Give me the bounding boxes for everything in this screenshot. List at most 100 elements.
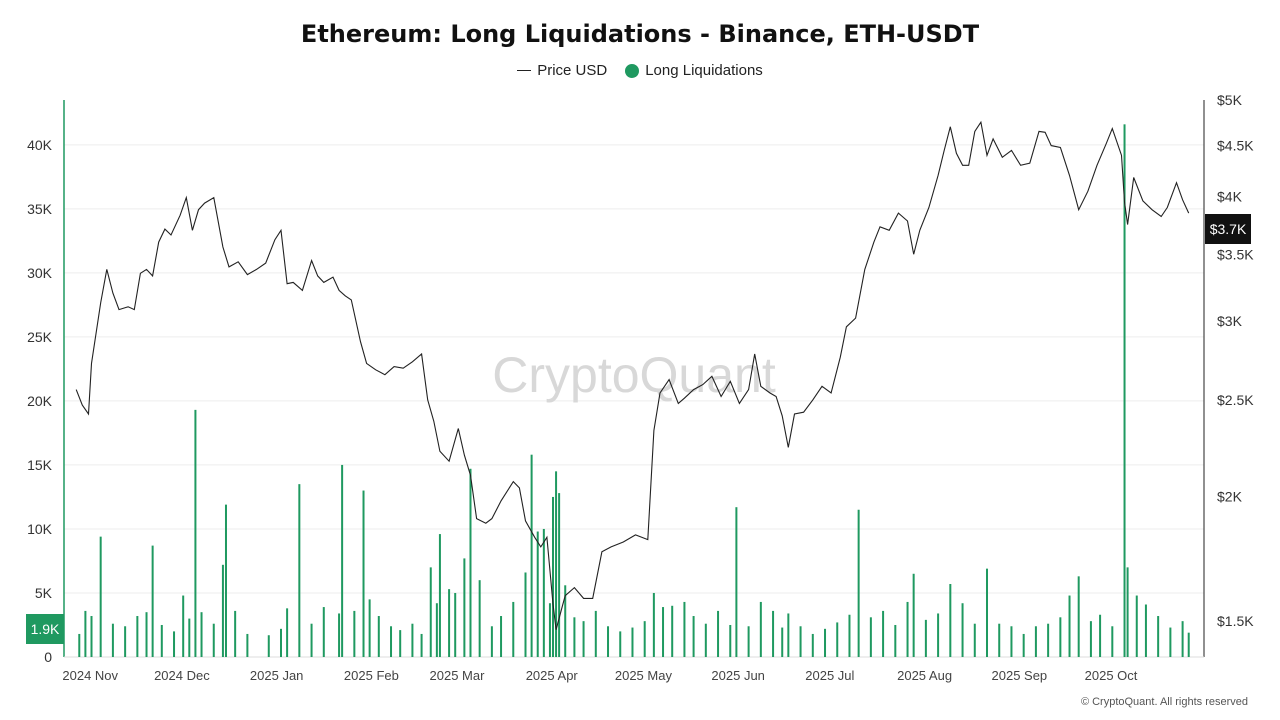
liquidation-bar[interactable] bbox=[924, 619, 927, 657]
liquidation-bar[interactable] bbox=[692, 616, 695, 657]
liquidation-bar[interactable] bbox=[145, 612, 148, 657]
liquidation-bar[interactable] bbox=[221, 564, 224, 657]
liquidation-bar[interactable] bbox=[1077, 576, 1080, 657]
liquidation-bar[interactable] bbox=[188, 618, 191, 657]
liquidation-bar[interactable] bbox=[937, 613, 940, 657]
liquidation-bar[interactable] bbox=[787, 613, 790, 657]
liquidation-bar[interactable] bbox=[781, 627, 784, 657]
liquidation-bar[interactable] bbox=[811, 633, 814, 657]
liquidation-bar[interactable] bbox=[607, 626, 610, 657]
liquidation-bar[interactable] bbox=[182, 595, 185, 657]
liquidation-bar[interactable] bbox=[1157, 616, 1160, 657]
liquidation-bar[interactable] bbox=[99, 536, 102, 657]
liquidation-bar[interactable] bbox=[362, 490, 365, 657]
liquidation-bar[interactable] bbox=[136, 616, 139, 657]
liquidation-bar[interactable] bbox=[836, 622, 839, 657]
liquidation-bar[interactable] bbox=[772, 610, 775, 657]
liquidation-bar[interactable] bbox=[882, 610, 885, 657]
liquidation-bar[interactable] bbox=[212, 623, 215, 657]
liquidation-bar[interactable] bbox=[84, 610, 87, 657]
liquidation-bar[interactable] bbox=[671, 605, 674, 657]
liquidation-bar[interactable] bbox=[998, 623, 1001, 657]
liquidation-bar[interactable] bbox=[643, 621, 646, 657]
legend-item-long-liquidations[interactable]: Long Liquidations bbox=[625, 62, 763, 79]
liquidation-bar[interactable] bbox=[552, 496, 555, 657]
liquidation-bar[interactable] bbox=[399, 630, 402, 657]
liquidation-bar[interactable] bbox=[912, 573, 915, 657]
liquidation-bar[interactable] bbox=[1169, 627, 1172, 657]
liquidation-bar[interactable] bbox=[90, 616, 93, 657]
liquidation-bar[interactable] bbox=[735, 507, 738, 657]
liquidation-bar[interactable] bbox=[1181, 621, 1184, 657]
liquidation-bar[interactable] bbox=[160, 624, 163, 657]
liquidation-bar[interactable] bbox=[151, 545, 154, 657]
liquidation-bar[interactable] bbox=[111, 623, 114, 657]
liquidation-bar[interactable] bbox=[200, 612, 203, 657]
liquidation-bar[interactable] bbox=[949, 584, 952, 657]
liquidation-bar[interactable] bbox=[463, 558, 466, 657]
liquidation-bar[interactable] bbox=[747, 626, 750, 657]
liquidation-bar[interactable] bbox=[194, 409, 197, 657]
liquidation-bar[interactable] bbox=[438, 534, 441, 657]
liquidation-bar[interactable] bbox=[524, 572, 527, 657]
liquidation-bar[interactable] bbox=[857, 509, 860, 657]
liquidation-bar[interactable] bbox=[759, 601, 762, 657]
liquidation-bar[interactable] bbox=[652, 592, 655, 657]
liquidation-bar[interactable] bbox=[1126, 567, 1129, 657]
liquidation-bar[interactable] bbox=[564, 585, 567, 657]
liquidation-bar[interactable] bbox=[234, 610, 237, 657]
liquidation-bar[interactable] bbox=[555, 471, 558, 657]
liquidation-bar[interactable] bbox=[448, 589, 451, 657]
liquidation-bar[interactable] bbox=[78, 633, 81, 657]
liquidation-bar[interactable] bbox=[338, 613, 341, 657]
liquidation-bar[interactable] bbox=[173, 631, 176, 657]
liquidation-bar[interactable] bbox=[848, 614, 851, 657]
liquidation-bar[interactable] bbox=[729, 624, 732, 657]
liquidation-bar[interactable] bbox=[799, 626, 802, 657]
liquidation-bar[interactable] bbox=[322, 607, 325, 657]
liquidation-bar[interactable] bbox=[490, 626, 493, 657]
liquidation-bar[interactable] bbox=[286, 608, 289, 657]
liquidation-bar[interactable] bbox=[1123, 124, 1126, 657]
liquidation-bar[interactable] bbox=[411, 623, 414, 657]
liquidation-bar[interactable] bbox=[512, 601, 515, 657]
liquidation-bar[interactable] bbox=[548, 603, 551, 657]
liquidation-bar[interactable] bbox=[558, 493, 561, 657]
price-line[interactable] bbox=[75, 120, 1190, 630]
liquidation-bar[interactable] bbox=[390, 626, 393, 657]
liquidation-bar[interactable] bbox=[717, 610, 720, 657]
liquidation-bar[interactable] bbox=[478, 580, 481, 657]
liquidation-bar[interactable] bbox=[420, 633, 423, 657]
liquidation-bar[interactable] bbox=[683, 601, 686, 657]
liquidation-bar[interactable] bbox=[973, 623, 976, 657]
liquidation-bar[interactable] bbox=[435, 603, 438, 657]
liquidation-bar[interactable] bbox=[542, 528, 545, 657]
liquidation-bar[interactable] bbox=[341, 464, 344, 657]
liquidation-bar[interactable] bbox=[1010, 626, 1013, 657]
liquidation-bar[interactable] bbox=[961, 603, 964, 657]
liquidation-bar[interactable] bbox=[1144, 604, 1147, 657]
liquidation-bar[interactable] bbox=[530, 454, 533, 657]
liquidation-bar[interactable] bbox=[631, 627, 634, 657]
liquidation-bar[interactable] bbox=[573, 617, 576, 657]
liquidation-bar[interactable] bbox=[224, 504, 227, 657]
liquidation-bar[interactable] bbox=[1187, 632, 1190, 657]
liquidation-bar[interactable] bbox=[246, 633, 249, 657]
liquidation-bar[interactable] bbox=[1047, 623, 1050, 657]
liquidation-bar[interactable] bbox=[429, 567, 432, 657]
liquidation-bar[interactable] bbox=[824, 628, 827, 657]
liquidation-bar[interactable] bbox=[986, 568, 989, 657]
liquidation-bar[interactable] bbox=[582, 621, 585, 657]
liquidation-bar[interactable] bbox=[368, 599, 371, 657]
liquidation-bar[interactable] bbox=[310, 623, 313, 657]
liquidation-bar[interactable] bbox=[267, 635, 270, 657]
liquidation-bar[interactable] bbox=[704, 623, 707, 657]
liquidation-bar[interactable] bbox=[1111, 626, 1114, 657]
liquidation-bar[interactable] bbox=[469, 468, 472, 657]
liquidation-bar[interactable] bbox=[279, 628, 282, 657]
liquidation-bar[interactable] bbox=[1059, 617, 1062, 657]
liquidation-bar[interactable] bbox=[1089, 621, 1092, 657]
liquidation-bar[interactable] bbox=[124, 626, 127, 657]
liquidation-bar[interactable] bbox=[353, 610, 356, 657]
liquidation-bar[interactable] bbox=[869, 617, 872, 657]
